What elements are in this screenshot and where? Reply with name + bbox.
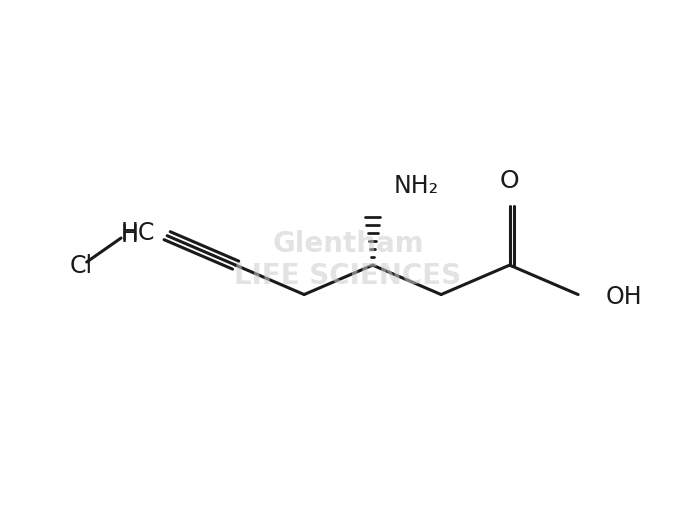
Text: Glentham
LIFE SCIENCES: Glentham LIFE SCIENCES [235, 230, 461, 290]
Text: O: O [500, 170, 519, 193]
Text: OH: OH [606, 285, 642, 309]
Text: NH₂: NH₂ [393, 174, 438, 198]
Text: HC: HC [120, 221, 155, 245]
Text: H: H [120, 224, 139, 248]
Text: Cl: Cl [70, 254, 93, 278]
